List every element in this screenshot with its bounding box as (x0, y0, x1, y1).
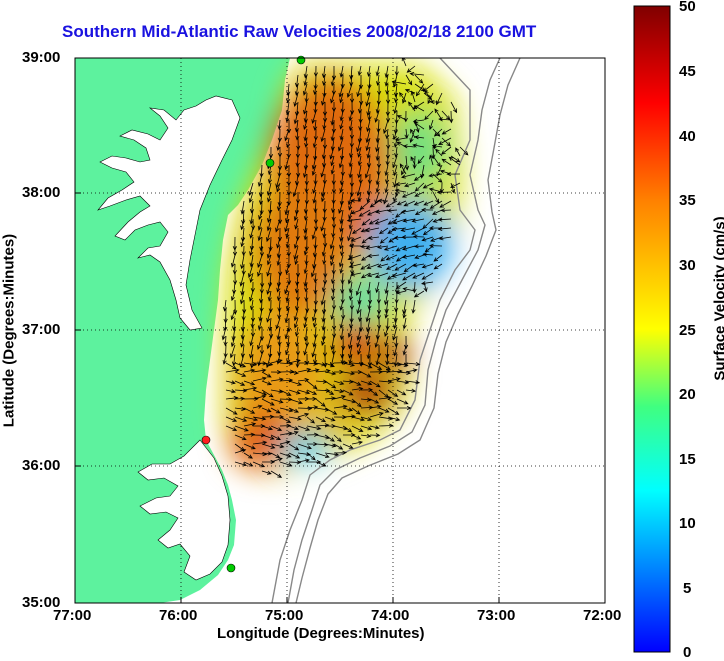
colorbar-tick-label: 35 (679, 192, 696, 209)
colorbar-tick-label: 25 (679, 322, 696, 339)
y-axis-label: Latitude (Degrees:Minutes) (1, 226, 18, 436)
station-marker (297, 56, 305, 64)
x-tick-label: 75:00 (265, 607, 303, 624)
colorbar-tick-label: 15 (679, 451, 696, 468)
colorbar-tick-label: 10 (679, 515, 696, 532)
x-tick-label: 73:00 (477, 607, 515, 624)
colorbar-tick-label: 50 (679, 0, 696, 15)
station-marker (227, 564, 235, 572)
y-tick-label: 38:00 (22, 184, 60, 201)
colorbar-tick-label: 40 (679, 128, 696, 145)
station-marker (202, 436, 210, 444)
x-axis-label: Longitude (Degrees:Minutes) (217, 625, 425, 642)
x-tick-label: 74:00 (371, 607, 409, 624)
colorbar-tick-label: 20 (679, 386, 696, 403)
x-tick-label: 76:00 (159, 607, 197, 624)
colorbar-tick-label: 0 (683, 644, 691, 661)
colorbar (634, 6, 670, 652)
y-tick-label: 36:00 (22, 457, 60, 474)
colorbar-tick-label: 45 (679, 63, 696, 80)
colorbar-tick-label: 30 (679, 257, 696, 274)
x-tick-label: 72:00 (583, 607, 621, 624)
colorbar-tick-label: 5 (683, 580, 691, 597)
y-tick-label: 37:00 (22, 321, 60, 338)
y-tick-label: 39:00 (22, 49, 60, 66)
colorbar-label: Surface Velocity (cm/s) (712, 194, 724, 404)
x-tick-label: 77:00 (53, 607, 91, 624)
station-marker (266, 159, 274, 167)
